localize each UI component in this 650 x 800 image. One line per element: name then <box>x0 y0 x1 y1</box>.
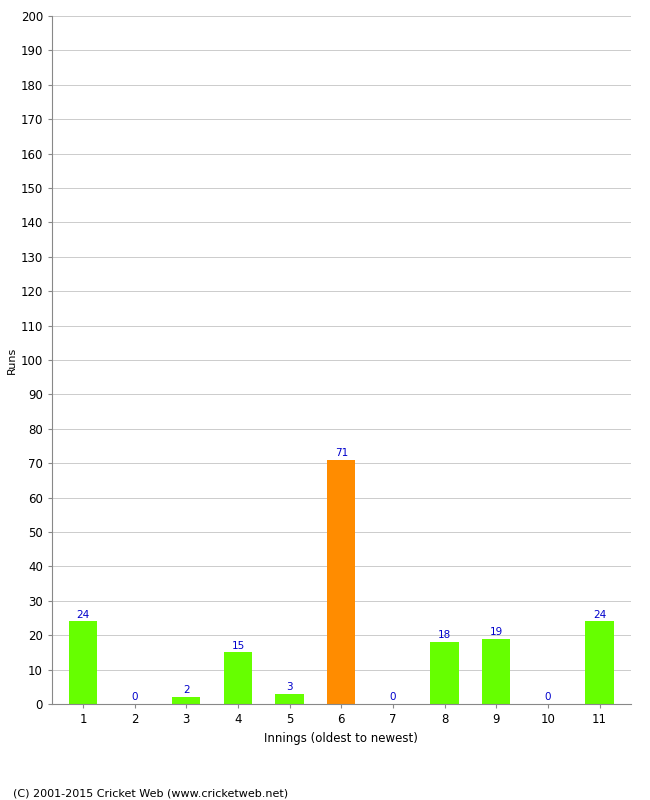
Text: 24: 24 <box>76 610 90 620</box>
Bar <box>482 638 510 704</box>
Y-axis label: Runs: Runs <box>6 346 16 374</box>
Bar <box>172 697 200 704</box>
Text: (C) 2001-2015 Cricket Web (www.cricketweb.net): (C) 2001-2015 Cricket Web (www.cricketwe… <box>13 788 288 798</box>
Bar <box>430 642 459 704</box>
Text: 15: 15 <box>231 641 244 650</box>
Bar <box>327 460 356 704</box>
Text: 19: 19 <box>489 627 503 637</box>
Text: 0: 0 <box>389 692 396 702</box>
Text: 24: 24 <box>593 610 606 620</box>
Bar <box>69 622 97 704</box>
X-axis label: Innings (oldest to newest): Innings (oldest to newest) <box>265 731 418 745</box>
Text: 3: 3 <box>286 682 293 692</box>
Bar <box>585 622 614 704</box>
Bar <box>224 653 252 704</box>
Text: 0: 0 <box>131 692 138 702</box>
Bar <box>276 694 304 704</box>
Text: 18: 18 <box>438 630 451 640</box>
Text: 71: 71 <box>335 448 348 458</box>
Text: 0: 0 <box>545 692 551 702</box>
Text: 2: 2 <box>183 686 190 695</box>
